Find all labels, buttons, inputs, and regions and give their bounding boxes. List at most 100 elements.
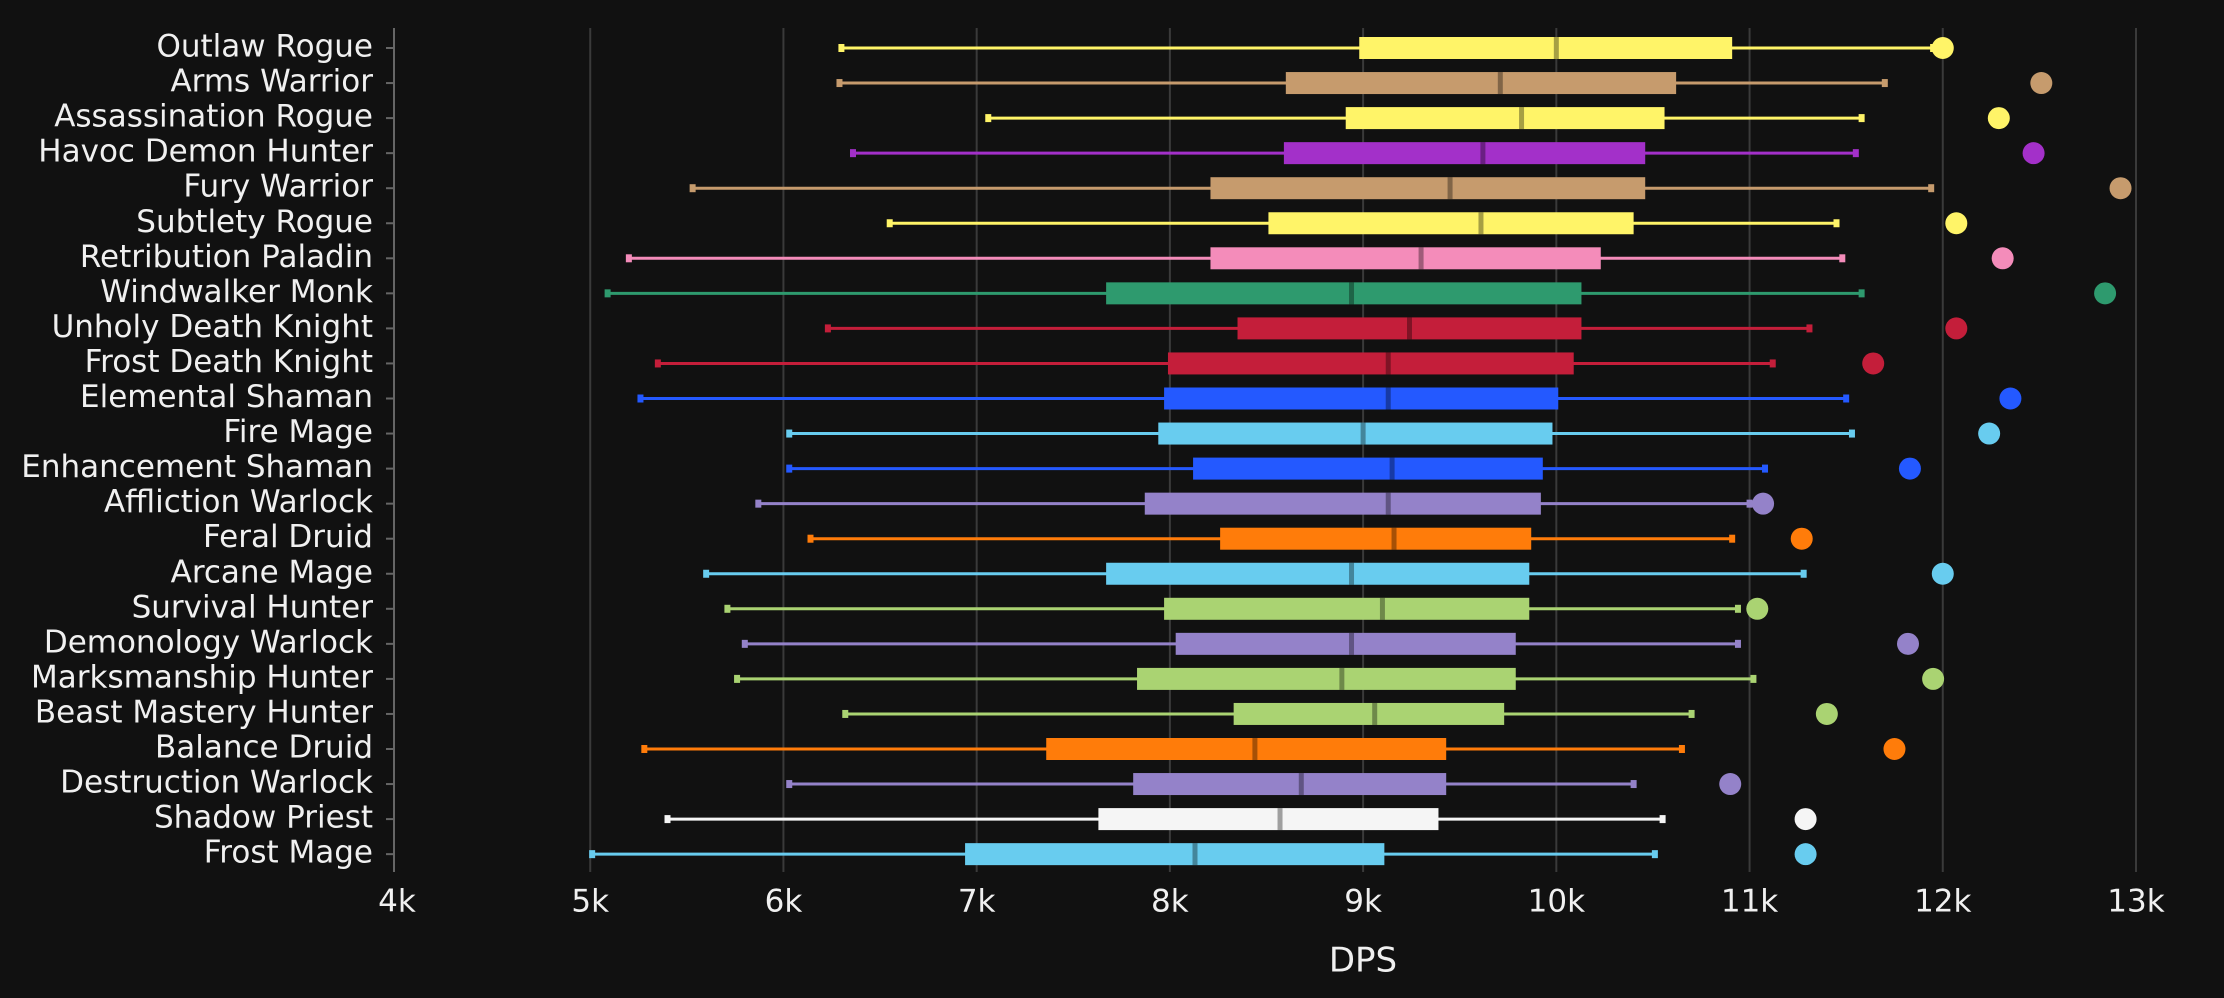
whisker-cap: [664, 815, 671, 824]
category-label: Beast Mastery Hunter: [35, 694, 373, 730]
whisker-cap: [1734, 604, 1741, 613]
box: [1285, 72, 1677, 95]
outlier: [1794, 843, 1817, 866]
box: [1133, 773, 1447, 796]
category-label: Feral Druid: [203, 519, 373, 555]
whisker-cap: [1678, 745, 1685, 753]
box: [1220, 527, 1532, 550]
x-tick-label: 4k: [378, 884, 416, 920]
outlier: [1931, 562, 1954, 585]
category-label: Havoc Demon Hunter: [38, 134, 373, 170]
outlier: [1719, 773, 1742, 796]
outlier: [2109, 177, 2132, 200]
whisker-cap: [641, 745, 648, 753]
category-label: Shadow Priest: [154, 800, 373, 836]
whisker-cap: [625, 254, 632, 263]
category-label: Demonology Warlock: [44, 624, 373, 660]
x-axis-label: DPS: [1329, 941, 1397, 981]
box: [965, 843, 1385, 866]
box: [1283, 142, 1646, 165]
whisker-cap: [786, 429, 793, 438]
whisker-cap: [1858, 289, 1865, 298]
category-label: Frost Death Knight: [85, 344, 373, 380]
outlier: [1978, 422, 2001, 445]
category-label: Outlaw Rogue: [156, 29, 373, 65]
category-label: Unholy Death Knight: [52, 309, 373, 345]
whisker-cap: [1729, 534, 1736, 543]
outlier: [1922, 667, 1945, 690]
whisker-cap: [1843, 394, 1850, 403]
outlier: [1752, 492, 1775, 515]
outlier: [2030, 72, 2053, 95]
category-label: Assassination Rogue: [54, 99, 373, 135]
x-tick-label: 9k: [1344, 884, 1382, 920]
outlier: [1945, 317, 1968, 340]
whisker-cap: [637, 394, 644, 403]
whisker-cap: [824, 324, 831, 333]
box: [1237, 317, 1582, 340]
x-tick-label: 13k: [2107, 884, 2164, 920]
whisker-cap: [836, 79, 843, 88]
outlier: [1987, 107, 2010, 130]
x-tick-label: 11k: [1721, 884, 1778, 920]
whisker-cap: [1750, 674, 1757, 683]
category-label: Fury Warrior: [183, 169, 373, 205]
box: [1158, 422, 1553, 445]
x-tick-label: 8k: [1151, 884, 1189, 920]
outlier: [1862, 352, 1885, 375]
box: [1106, 282, 1582, 305]
box: [1268, 212, 1634, 235]
whisker-cap: [1630, 780, 1637, 789]
category-label: Windwalker Monk: [100, 274, 373, 310]
box: [1167, 352, 1574, 375]
outlier: [1898, 457, 1921, 480]
outlier: [1746, 597, 1769, 620]
outlier: [1999, 387, 2022, 410]
box: [1106, 562, 1530, 585]
whisker-cap: [703, 569, 710, 578]
whisker-cap: [807, 534, 814, 543]
whisker-cap: [1659, 815, 1666, 824]
whisker-cap: [1746, 499, 1753, 508]
outlier: [1896, 632, 1919, 655]
whisker-cap: [724, 604, 731, 613]
box: [1098, 808, 1439, 831]
outlier: [1931, 37, 1954, 59]
box: [1233, 702, 1505, 725]
box: [1144, 492, 1541, 515]
box: [1137, 667, 1516, 690]
box: [1046, 738, 1447, 760]
outlier: [1945, 212, 1968, 235]
category-label: Destruction Warlock: [60, 765, 373, 801]
category-label: Balance Druid: [155, 730, 373, 766]
whisker-cap: [1800, 569, 1807, 578]
category-label: Arms Warrior: [170, 64, 373, 100]
outlier: [1883, 738, 1906, 760]
box: [1175, 632, 1516, 655]
box: [1210, 177, 1646, 200]
whisker-cap: [1852, 149, 1859, 158]
whisker-cap: [1806, 324, 1813, 333]
whisker-cap: [734, 674, 741, 683]
x-tick-label: 5k: [571, 884, 609, 920]
outlier: [1790, 527, 1813, 550]
category-label: Arcane Mage: [171, 554, 373, 590]
whisker-cap: [1762, 464, 1769, 473]
whisker-cap: [842, 709, 849, 718]
category-label: Marksmanship Hunter: [31, 659, 373, 695]
whisker-cap: [1651, 850, 1658, 859]
x-tick-label: 6k: [765, 884, 803, 920]
outlier: [2094, 282, 2117, 305]
whisker-cap: [654, 359, 661, 368]
whisker-cap: [838, 44, 845, 52]
whisker-cap: [850, 149, 857, 158]
whisker-cap: [755, 499, 762, 508]
x-tick-label: 12k: [1914, 884, 1971, 920]
whisker-cap: [786, 780, 793, 789]
category-label: Enhancement Shaman: [21, 449, 373, 485]
category-label: Survival Hunter: [132, 589, 374, 625]
outlier: [1794, 808, 1817, 831]
box: [1164, 387, 1559, 410]
